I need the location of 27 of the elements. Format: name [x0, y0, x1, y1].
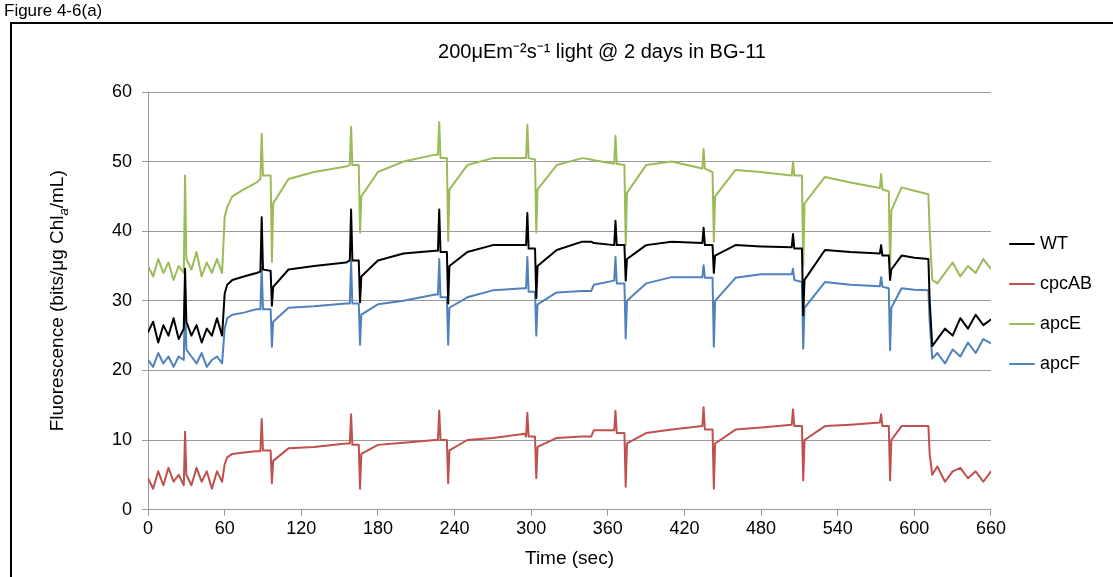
x-tick-label: 180 — [362, 518, 393, 539]
legend-label: WT — [1039, 232, 1068, 253]
caption: Figure 4-6(a) — [4, 1, 103, 21]
x-tick-label: 480 — [746, 518, 777, 539]
y-tick-label: 30 — [111, 289, 133, 310]
y-tick-label: 40 — [111, 220, 133, 241]
y-tick-label: 20 — [111, 359, 133, 380]
y-tick-label: 60 — [111, 80, 133, 101]
x-tick-label: 240 — [439, 518, 470, 539]
x-tick-label: 360 — [592, 518, 623, 539]
x-tick-label: 60 — [214, 518, 235, 539]
x-tick-label: 300 — [516, 518, 547, 539]
legend-label: cpcAB — [1039, 272, 1093, 293]
legend-label: apcF — [1039, 352, 1081, 373]
x-tick-label: 120 — [286, 518, 317, 539]
x-axis-title: Time (sec) — [524, 546, 615, 568]
legend-label: apcE — [1039, 312, 1082, 333]
y-tick-label: 0 — [122, 498, 133, 519]
x-tick-label: 420 — [669, 518, 700, 539]
y-tick-label: 50 — [111, 150, 133, 171]
y-tick-label: 10 — [111, 428, 133, 449]
x-tick-label: 540 — [822, 518, 853, 539]
x-tick-label: 600 — [899, 518, 930, 539]
chart-title: 200μEm⁻²s⁻¹ light @ 2 days in BG-11 — [438, 39, 766, 62]
x-tick-label: 0 — [143, 518, 154, 539]
y-axis-title: Fluorescence (bits/μg Chla/mL) — [46, 170, 71, 432]
x-tick-label: 660 — [975, 518, 1006, 539]
